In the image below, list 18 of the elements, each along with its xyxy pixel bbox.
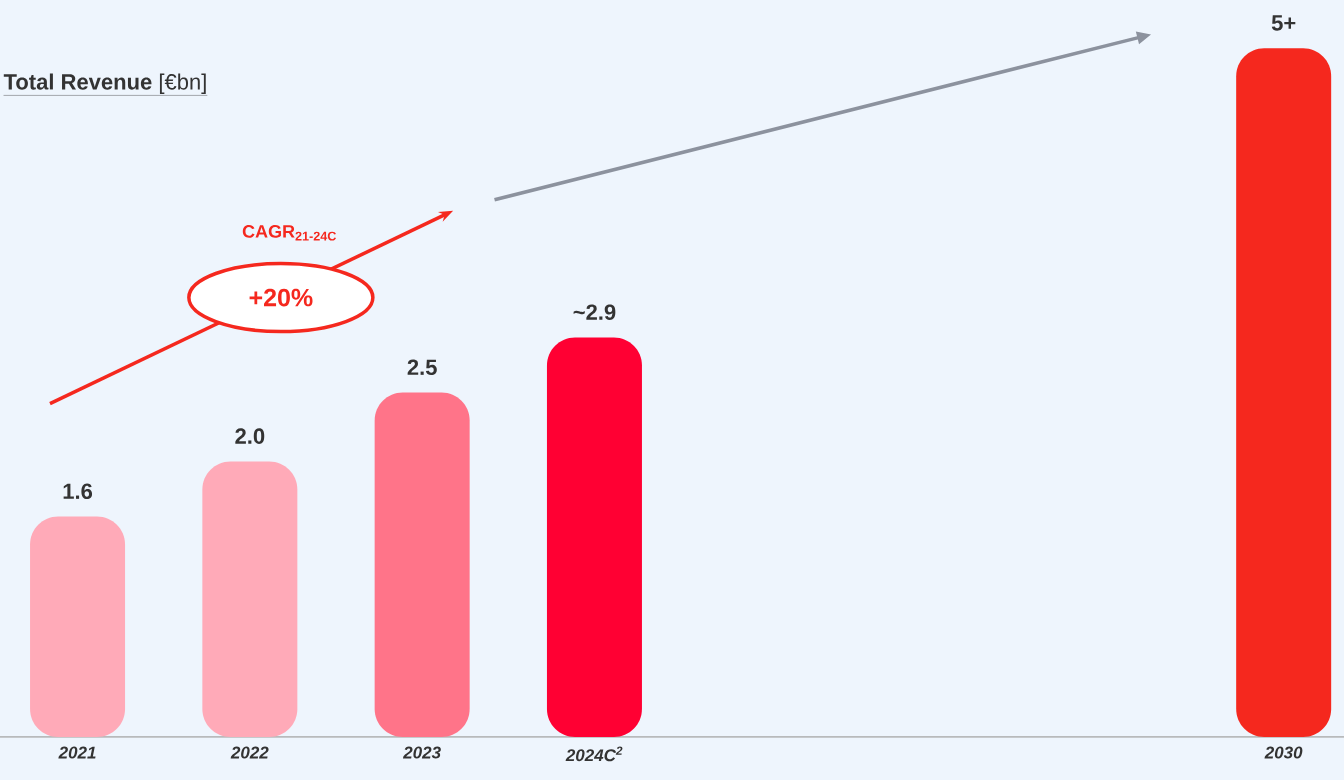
x-tick-label: 2021	[58, 746, 96, 759]
bar	[374, 392, 470, 737]
bar	[30, 516, 126, 737]
text: Total Revenue [€bn]	[3, 73, 206, 94]
x-tick-label: 2024C$^{2}$	[565, 746, 623, 762]
bar	[1236, 48, 1332, 737]
bar	[546, 337, 642, 737]
annotation: CAGR$_{21-24C}$	[242, 225, 337, 241]
x-tick-label: 2023	[402, 746, 441, 759]
data-label: 1.6	[63, 483, 93, 500]
data-label: 2.5	[407, 359, 437, 376]
data-label: 2.0	[235, 428, 265, 444]
bar	[202, 461, 298, 737]
x-tick-label: 2022	[230, 746, 269, 759]
data-label: 5+	[1271, 15, 1296, 31]
data-label: ~2.9	[573, 304, 616, 320]
x-tick-label: 2030	[1264, 746, 1303, 759]
annotation: +20%	[249, 288, 313, 307]
